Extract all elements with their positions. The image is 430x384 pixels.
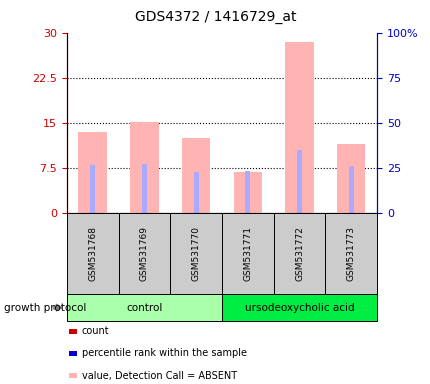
Text: control: control bbox=[126, 303, 162, 313]
Bar bbox=[296, 150, 301, 213]
Bar bbox=[130, 122, 158, 213]
Text: growth protocol: growth protocol bbox=[4, 303, 86, 313]
Text: GSM531771: GSM531771 bbox=[243, 226, 252, 281]
Text: GDS4372 / 1416729_at: GDS4372 / 1416729_at bbox=[135, 10, 295, 23]
Bar bbox=[348, 166, 353, 213]
Bar bbox=[78, 132, 107, 213]
Text: count: count bbox=[82, 326, 109, 336]
Text: GSM531773: GSM531773 bbox=[346, 226, 355, 281]
Text: GSM531768: GSM531768 bbox=[88, 226, 97, 281]
Text: GSM531769: GSM531769 bbox=[140, 226, 148, 281]
Text: percentile rank within the sample: percentile rank within the sample bbox=[82, 348, 246, 358]
Bar bbox=[141, 164, 147, 213]
Text: GSM531772: GSM531772 bbox=[295, 226, 303, 281]
Bar bbox=[285, 42, 313, 213]
Bar bbox=[336, 144, 365, 213]
Text: GSM531770: GSM531770 bbox=[191, 226, 200, 281]
Bar bbox=[245, 171, 250, 213]
Bar bbox=[90, 165, 95, 213]
Bar bbox=[233, 172, 261, 213]
Bar bbox=[193, 172, 198, 213]
Text: ursodeoxycholic acid: ursodeoxycholic acid bbox=[244, 303, 353, 313]
Text: value, Detection Call = ABSENT: value, Detection Call = ABSENT bbox=[82, 371, 236, 381]
Bar bbox=[181, 138, 210, 213]
